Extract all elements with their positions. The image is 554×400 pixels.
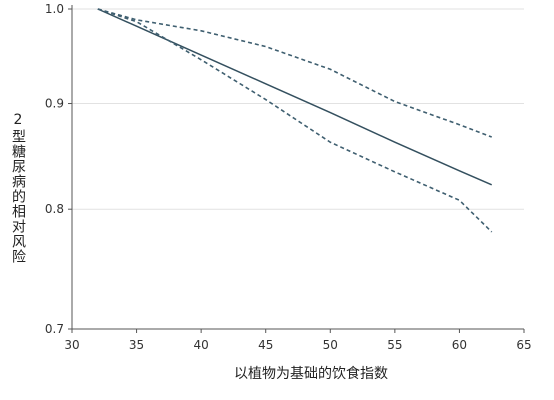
x-tick-label: 55 <box>387 338 402 352</box>
x-tick-label: 30 <box>64 338 79 352</box>
y-tick-label: 1.0 <box>45 2 64 16</box>
x-tick-label: 60 <box>452 338 467 352</box>
x-axis-label: 以植物为基础的饮食指数 <box>234 365 388 382</box>
y-axis-label: 2型糖尿病的相对风险 <box>10 112 26 264</box>
x-tick-label: 45 <box>258 338 273 352</box>
y-tick-label: 0.8 <box>45 202 64 216</box>
trend-line <box>97 8 493 186</box>
x-tick-label: 35 <box>129 338 144 352</box>
y-tick-label: 0.7 <box>45 322 64 336</box>
x-tick-label: 65 <box>516 338 531 352</box>
confidence-line <box>97 8 493 233</box>
x-tick-label: 40 <box>194 338 209 352</box>
x-tick-label: 50 <box>323 338 338 352</box>
confidence-line <box>97 8 492 138</box>
y-tick-label: 0.9 <box>45 97 64 111</box>
